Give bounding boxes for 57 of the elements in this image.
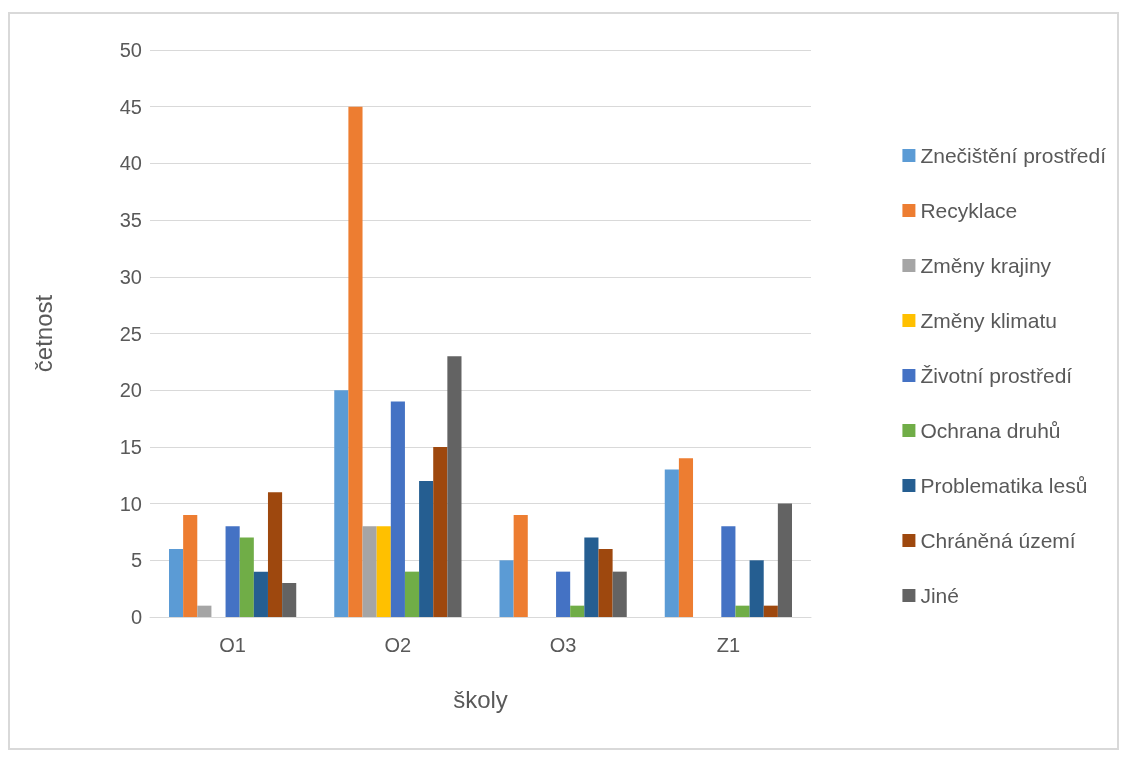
bar (362, 526, 377, 617)
bar (447, 356, 462, 617)
bar (334, 390, 349, 617)
x-tick-label: O3 (549, 634, 577, 656)
x-tick-label: O2 (384, 634, 412, 656)
legend-label: Ochrana druhů (920, 419, 1061, 442)
bar (282, 582, 297, 617)
y-axis-title: četnost (29, 294, 57, 373)
bar (376, 526, 391, 617)
y-tick-label: 25 (119, 322, 142, 345)
bar (390, 401, 405, 617)
bar (404, 571, 420, 617)
bar (267, 492, 283, 617)
bar (419, 480, 434, 617)
y-tick-label: 45 (119, 95, 142, 118)
legend-label: Problematika lesů (920, 474, 1088, 497)
bar (584, 537, 599, 617)
legend-label: Jiné (920, 584, 959, 607)
bar (239, 537, 254, 617)
legend-label: Změny krajiny (920, 254, 1052, 277)
bar (664, 469, 679, 617)
legend-label: Recyklace (920, 199, 1018, 222)
bar (612, 571, 627, 617)
bar (735, 605, 750, 617)
bar (570, 605, 585, 617)
bar (169, 548, 184, 617)
x-axis-title: školy (453, 685, 508, 713)
y-tick-label: 40 (119, 152, 142, 175)
bar (749, 560, 764, 617)
bar (348, 106, 363, 617)
y-tick-label: 10 (119, 492, 142, 515)
bar (598, 548, 613, 617)
legend-label: Znečištění prostředí (920, 144, 1107, 167)
bar (678, 458, 694, 617)
y-tick-label: 30 (119, 265, 142, 288)
legend-label: Změny klimatu (920, 309, 1057, 332)
y-tick-label: 0 (130, 606, 142, 628)
bar (253, 571, 268, 617)
bar (225, 526, 240, 617)
bar (777, 503, 792, 617)
y-tick-label: 15 (119, 435, 142, 458)
bar (197, 605, 212, 617)
bar (556, 571, 571, 617)
y-tick-label: 50 (119, 39, 142, 61)
bar (499, 560, 514, 617)
y-tick-label: 5 (130, 549, 142, 572)
bar (433, 446, 448, 617)
y-tick-label: 20 (119, 379, 142, 402)
bar (513, 514, 528, 617)
x-tick-label: Z1 (716, 634, 741, 656)
y-tick-label: 35 (119, 209, 142, 232)
legend-label: Životní prostředí (920, 364, 1073, 387)
bar (763, 605, 778, 617)
x-tick-label: O1 (219, 634, 246, 656)
legend-label: Chráněná území (920, 529, 1076, 552)
bar (721, 526, 736, 617)
bar (183, 514, 198, 617)
